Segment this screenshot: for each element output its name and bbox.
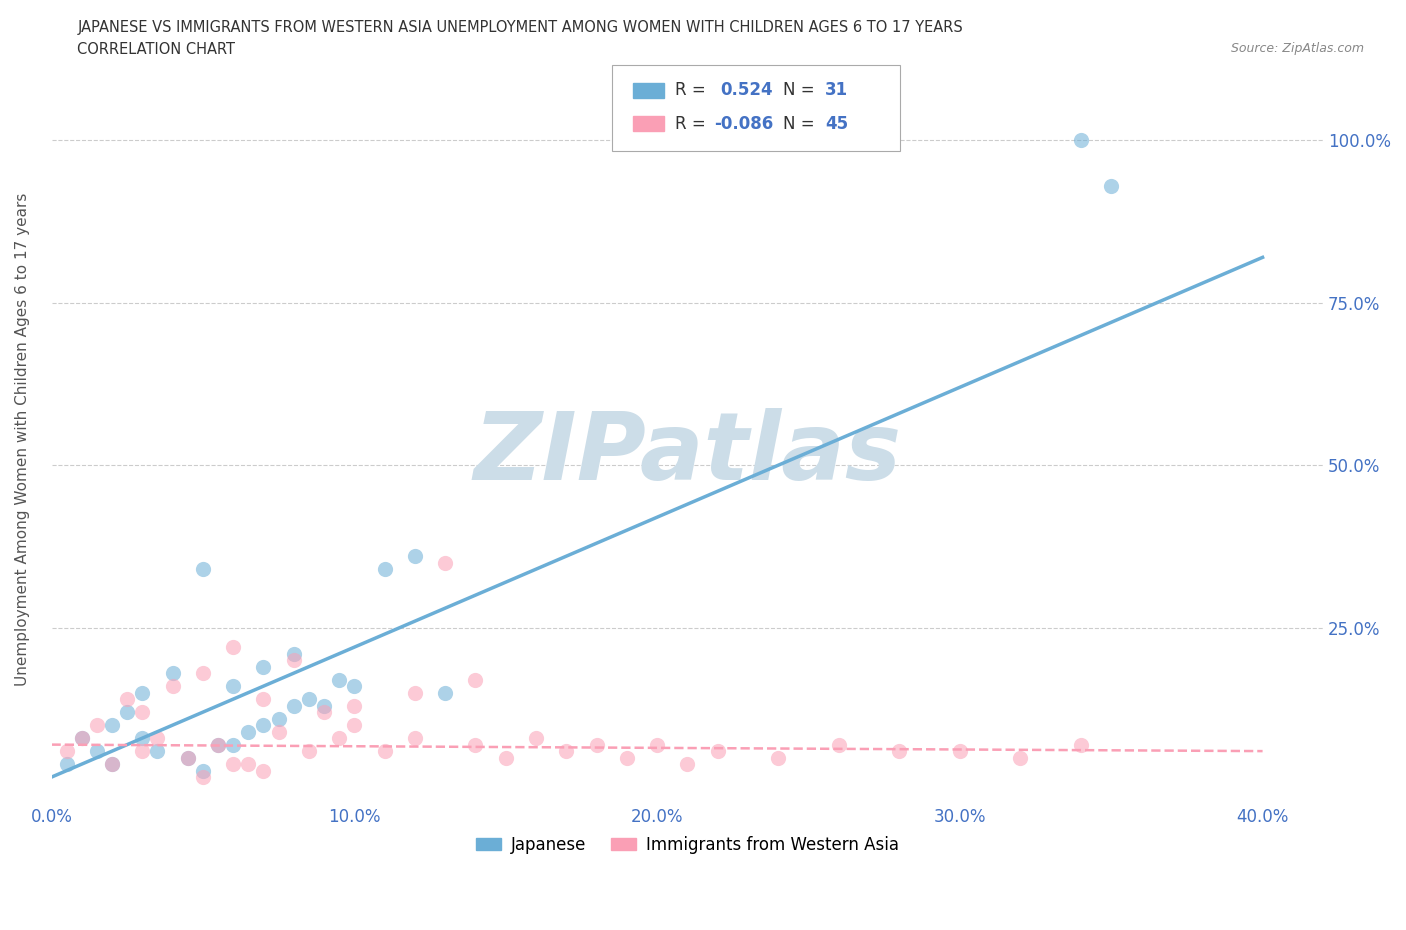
Point (177, 751, 200, 765)
Point (131, 705, 153, 720)
Point (616, 751, 638, 765)
Point (1099, 179, 1122, 193)
Point (101, 718, 124, 733)
Point (434, 555, 457, 570)
Point (115, 692, 138, 707)
Text: -0.086: -0.086 (714, 114, 773, 133)
Point (191, 770, 214, 785)
Point (1070, 133, 1092, 148)
Point (267, 711, 290, 726)
Point (177, 751, 200, 765)
Point (328, 672, 350, 687)
Text: ZIPatlas: ZIPatlas (474, 408, 901, 499)
Text: 45: 45 (825, 114, 848, 133)
Point (766, 751, 789, 765)
Point (283, 646, 305, 661)
Point (404, 549, 426, 564)
Text: N =: N = (783, 81, 814, 100)
Point (404, 731, 426, 746)
Point (374, 744, 396, 759)
Point (828, 737, 851, 752)
Text: CORRELATION CHART: CORRELATION CHART (77, 42, 235, 57)
Text: 0.524: 0.524 (720, 81, 772, 100)
Point (55, 757, 77, 772)
Point (585, 737, 607, 752)
Point (191, 562, 214, 577)
Point (949, 744, 972, 759)
Point (645, 737, 668, 752)
Point (312, 705, 335, 720)
Text: R =: R = (675, 81, 706, 100)
Point (252, 718, 274, 733)
Point (70, 731, 93, 746)
Text: 31: 31 (825, 81, 848, 100)
Point (238, 724, 260, 739)
Point (101, 757, 124, 772)
Point (252, 692, 274, 707)
Point (162, 666, 184, 681)
Point (101, 757, 124, 772)
Point (207, 737, 229, 752)
Point (222, 679, 245, 694)
Point (222, 757, 245, 772)
Point (404, 685, 426, 700)
Point (146, 744, 169, 759)
Point (86, 718, 108, 733)
Point (86, 744, 108, 759)
Point (464, 672, 486, 687)
Point (252, 764, 274, 778)
Text: JAPANESE VS IMMIGRANTS FROM WESTERN ASIA UNEMPLOYMENT AMONG WOMEN WITH CHILDREN : JAPANESE VS IMMIGRANTS FROM WESTERN ASIA… (77, 20, 963, 35)
Point (115, 705, 138, 720)
Point (1010, 751, 1032, 765)
Point (131, 744, 153, 759)
Point (1070, 737, 1092, 752)
Point (146, 731, 169, 746)
Point (298, 744, 321, 759)
Point (343, 698, 366, 713)
Point (706, 744, 728, 759)
Point (328, 731, 350, 746)
Point (252, 659, 274, 674)
Point (312, 698, 335, 713)
Point (267, 724, 290, 739)
Text: Source: ZipAtlas.com: Source: ZipAtlas.com (1230, 42, 1364, 55)
Point (889, 744, 911, 759)
Point (131, 685, 153, 700)
Point (374, 562, 396, 577)
Y-axis label: Unemployment Among Women with Children Ages 6 to 17 years: Unemployment Among Women with Children A… (15, 193, 30, 686)
Point (283, 698, 305, 713)
Point (222, 737, 245, 752)
Point (434, 685, 457, 700)
Point (283, 653, 305, 668)
Point (70, 731, 93, 746)
Point (162, 679, 184, 694)
Point (131, 731, 153, 746)
Text: N =: N = (783, 114, 814, 133)
Point (343, 718, 366, 733)
Text: R =: R = (675, 114, 706, 133)
Legend: Japanese, Immigrants from Western Asia: Japanese, Immigrants from Western Asia (470, 829, 905, 860)
Point (55, 744, 77, 759)
Point (464, 737, 486, 752)
Point (495, 751, 517, 765)
Point (676, 757, 699, 772)
Point (238, 757, 260, 772)
Point (555, 744, 578, 759)
Point (298, 692, 321, 707)
Point (191, 666, 214, 681)
Point (191, 764, 214, 778)
Point (343, 679, 366, 694)
Point (207, 737, 229, 752)
Point (524, 731, 547, 746)
Point (222, 640, 245, 655)
